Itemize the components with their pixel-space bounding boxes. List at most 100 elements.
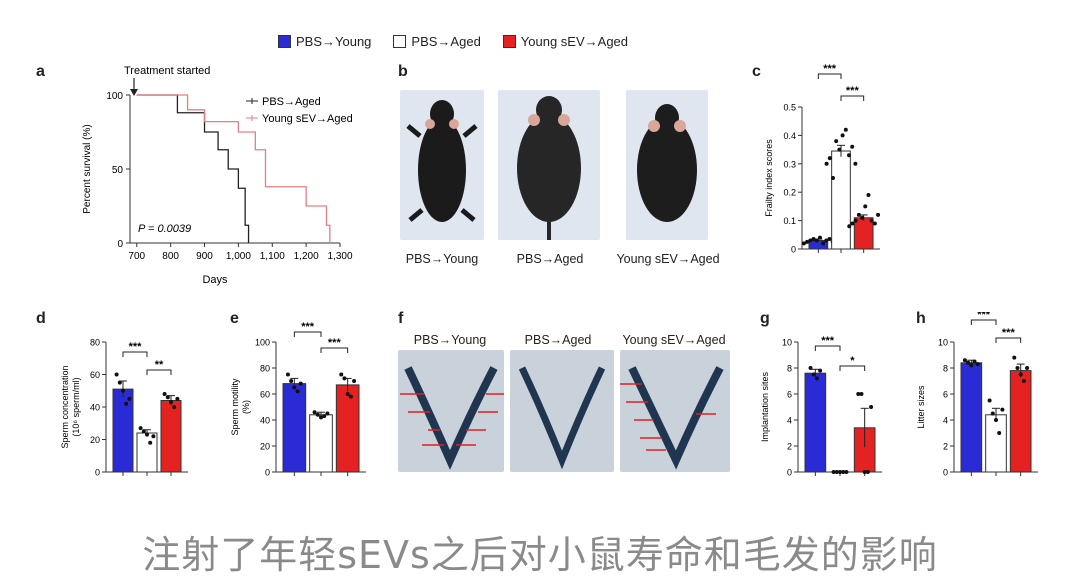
panel-label-e: e	[230, 310, 239, 327]
significance-bracket	[817, 73, 842, 79]
y-axis-label: Litter sizes	[916, 385, 926, 429]
data-point	[853, 218, 858, 223]
significance-label: ***	[129, 341, 143, 353]
data-point	[342, 376, 347, 381]
y-tick-label: 80	[90, 338, 100, 348]
bar	[853, 217, 874, 250]
y-axis-label: Frailty index scores	[764, 139, 774, 217]
photo-caption: PBS→Aged	[516, 252, 584, 266]
panel-label-d: d	[36, 310, 46, 327]
data-point	[814, 376, 819, 381]
legend-swatch-young-sev-aged	[502, 35, 516, 48]
data-point	[289, 379, 294, 383]
bar	[1009, 370, 1032, 473]
litter-size-chart: 0 2 4 6 8 10 Litter sizes *** ***	[916, 312, 1038, 478]
y-tick-label: 60	[90, 370, 100, 380]
y-tick-label: 10	[782, 338, 792, 348]
y-tick-label: 0	[265, 468, 270, 478]
sperm-motility-chart: 0 20 40 60 80 100 Sperm motility (%) *** ***	[230, 321, 366, 478]
y-tick-label: 0	[791, 245, 796, 255]
survival-line	[136, 94, 250, 243]
significance-label: ***	[821, 335, 835, 347]
data-point	[975, 362, 980, 367]
y-tick-label: 0	[117, 239, 123, 250]
figure-legend: PBS→Young PBS→Aged Young sEV→Aged	[278, 34, 628, 49]
data-point	[817, 235, 822, 240]
data-point	[843, 127, 848, 132]
legend-item-young-sev-aged: Young sEV→Aged	[502, 34, 629, 49]
data-point	[856, 392, 861, 396]
y-tick-label: 8	[943, 364, 948, 374]
y-tick-label: 2	[943, 442, 948, 452]
uterus-photo-young-sev-aged	[620, 350, 730, 472]
data-point	[866, 193, 871, 198]
uterus-icon	[400, 366, 504, 470]
mouse-photo-young-sev-aged	[626, 90, 708, 240]
legend-label: Young sEV→Aged	[520, 34, 629, 49]
data-point	[847, 153, 851, 158]
y-tick-label: 20	[260, 442, 270, 452]
significance-bracket	[320, 347, 349, 353]
data-point	[987, 398, 992, 403]
y-tick-label: 6	[787, 390, 792, 400]
y-tick-label: 4	[943, 416, 948, 426]
data-point	[994, 418, 998, 422]
photo-caption: Young sEV→Aged	[616, 252, 720, 266]
mouse-silhouette-icon	[517, 96, 581, 240]
y-tick-label: 0.5	[783, 103, 796, 113]
data-point	[862, 470, 867, 474]
y-tick-label: 0.2	[783, 188, 796, 198]
y-tick-label: 2	[787, 442, 792, 452]
sperm-concentration-chart: 0 20 40 60 80 Sperm concentration (10⁶ sperm/m…	[60, 338, 188, 478]
uterus-photo-pbs-young	[398, 350, 504, 472]
data-point	[325, 411, 330, 416]
y-axis-label: Sperm motility	[230, 378, 240, 436]
significance-label: ***	[823, 63, 837, 75]
data-point	[1018, 372, 1023, 377]
bar	[160, 400, 182, 473]
uterus-icon	[518, 366, 606, 470]
data-point	[1021, 379, 1026, 383]
data-point	[138, 426, 143, 431]
data-point	[121, 388, 125, 393]
survival-legend-label: PBS→Aged	[262, 96, 321, 108]
significance-bracket	[293, 331, 322, 337]
data-point	[285, 372, 290, 377]
y-axis-label: (10⁶ sperm/ml)	[71, 377, 81, 436]
data-point	[814, 238, 819, 243]
significance-label: *	[850, 355, 855, 367]
y-tick-label: 40	[90, 403, 100, 413]
data-point	[319, 415, 323, 420]
data-point	[348, 394, 353, 399]
data-point	[295, 389, 300, 394]
y-tick-label: 4	[787, 416, 792, 426]
survival-legend: PBS→Aged Young sEV→Aged	[246, 96, 353, 125]
bar	[804, 372, 827, 473]
data-point	[145, 432, 149, 437]
y-tick-label: 0.4	[783, 131, 796, 141]
data-point	[148, 440, 153, 445]
data-point	[863, 204, 868, 209]
data-point	[840, 133, 845, 138]
x-axis-label: Days	[202, 274, 228, 286]
significance-bracket	[814, 345, 841, 351]
legend-swatch-pbs-young	[278, 35, 291, 48]
y-axis-label: Implantation sites	[760, 371, 770, 442]
bar	[960, 362, 983, 473]
y-tick-label: 0	[95, 468, 100, 478]
bar	[136, 432, 158, 473]
treatment-annotation: Treatment started	[124, 65, 210, 77]
data-point	[847, 224, 852, 229]
panel-label-g: g	[760, 310, 770, 327]
data-point	[824, 238, 829, 243]
panel-label-f: f	[398, 310, 404, 327]
x-tick-label: 700	[128, 251, 145, 262]
data-point	[172, 405, 177, 409]
significance-label: ***	[328, 337, 342, 349]
data-point	[850, 221, 855, 226]
frailty-chart: 0 0.1 0.2 0.3 0.4 0.5 Frailty index scores *** *…	[764, 63, 881, 255]
survival-chart: Treatment started 0 50 100 700 800 900 1,000 1,…	[82, 65, 353, 286]
data-point	[292, 385, 297, 390]
photo-caption: PBS→Young	[405, 252, 479, 266]
y-tick-label: 50	[112, 165, 124, 176]
